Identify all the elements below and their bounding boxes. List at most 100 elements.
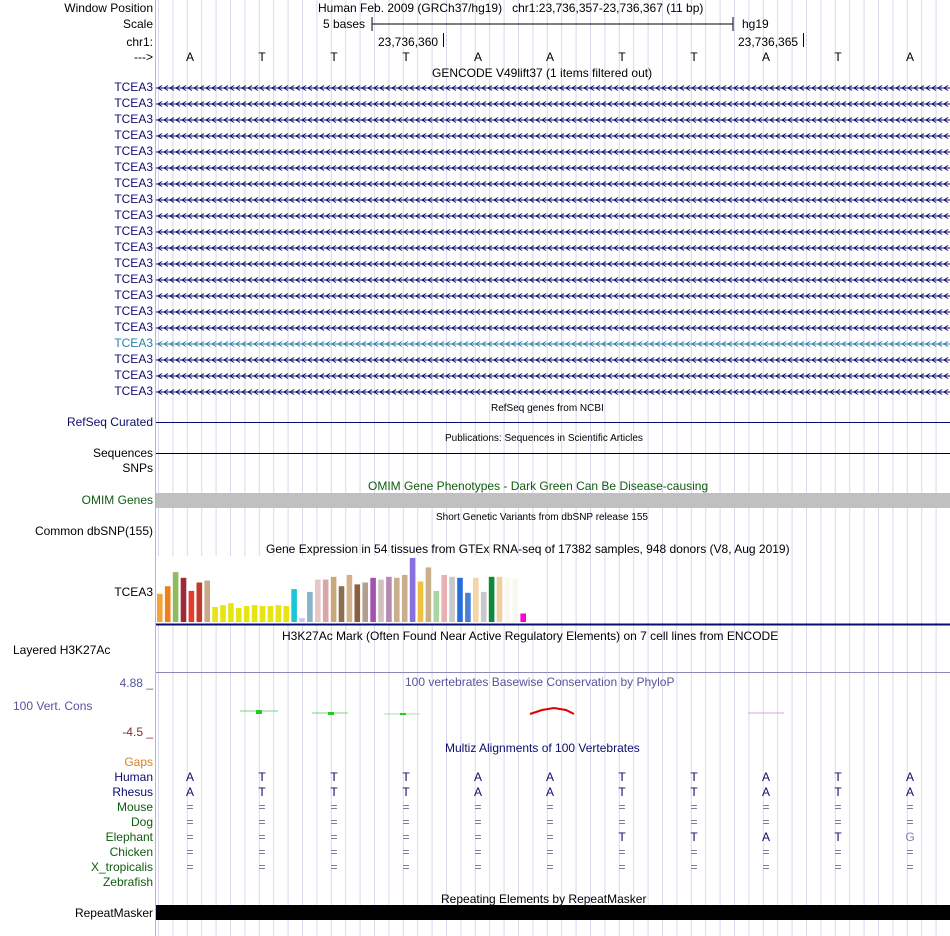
phylop-signal[interactable] — [156, 700, 950, 722]
gtex-bar[interactable] — [441, 574, 447, 622]
gtex-bar[interactable] — [480, 591, 487, 622]
publications-track-line[interactable] — [156, 453, 950, 454]
gtex-bar[interactable] — [220, 605, 226, 622]
snps-label[interactable]: SNPs — [122, 461, 153, 475]
gencode-gene-label[interactable]: TCEA3 — [114, 304, 153, 318]
gtex-bar[interactable] — [433, 590, 440, 622]
omim-band[interactable] — [156, 493, 950, 508]
gencode-gene-label[interactable]: TCEA3 — [114, 112, 153, 126]
gencode-gene-tracks[interactable] — [156, 80, 950, 400]
gtex-bar[interactable] — [196, 582, 203, 623]
species-label[interactable]: Elephant — [105, 830, 153, 844]
gtex-bar[interactable] — [354, 584, 361, 622]
refseq-track-line[interactable] — [156, 422, 950, 423]
dbsnp-label[interactable]: Common dbSNP(155) — [34, 524, 153, 538]
gtex-bar[interactable] — [512, 578, 519, 622]
gtex-bar[interactable] — [180, 577, 187, 622]
gtex-gene-label[interactable]: TCEA3 — [114, 585, 153, 599]
gencode-gene-label[interactable]: TCEA3 — [114, 336, 153, 350]
gtex-bar[interactable] — [378, 579, 384, 622]
gtex-bar-chart[interactable] — [156, 556, 950, 626]
gencode-gene-label[interactable]: TCEA3 — [114, 320, 153, 334]
repeatmasker-label[interactable]: RepeatMasker — [74, 906, 153, 920]
gencode-gene-label[interactable]: TCEA3 — [114, 208, 153, 222]
gtex-bar[interactable] — [409, 558, 416, 622]
gtex-bar[interactable] — [394, 577, 400, 622]
gtex-bar[interactable] — [259, 606, 266, 622]
gencode-gene-label[interactable]: TCEA3 — [114, 96, 153, 110]
gtex-bar[interactable] — [283, 606, 289, 622]
gtex-bar[interactable] — [473, 577, 479, 622]
gtex-bar[interactable] — [520, 613, 526, 623]
gtex-bar[interactable] — [299, 618, 305, 622]
gtex-bar[interactable] — [157, 593, 163, 622]
alignment-base: = — [762, 860, 770, 874]
gtex-bar[interactable] — [188, 590, 195, 622]
gtex-bar[interactable] — [307, 591, 313, 622]
gtex-bar[interactable] — [346, 574, 353, 622]
gtex-bar[interactable] — [172, 572, 179, 622]
species-label[interactable]: Human — [114, 770, 153, 784]
species-label[interactable]: Rhesus — [112, 785, 153, 799]
gencode-gene-label[interactable]: TCEA3 — [114, 176, 153, 190]
gencode-gene-label[interactable]: TCEA3 — [114, 272, 153, 286]
gtex-bar[interactable] — [504, 577, 511, 622]
base-letter: A — [473, 50, 482, 64]
gtex-bar[interactable] — [204, 580, 210, 622]
gencode-gene-label[interactable]: TCEA3 — [114, 384, 153, 398]
gtex-bar[interactable] — [338, 586, 345, 622]
gtex-bar[interactable] — [465, 592, 471, 622]
alignment-base: = — [474, 800, 482, 814]
gencode-gene-label[interactable]: TCEA3 — [114, 80, 153, 94]
gtex-bar[interactable] — [251, 605, 258, 622]
gtex-bar[interactable] — [322, 579, 329, 622]
gtex-bar[interactable] — [236, 607, 242, 622]
species-label[interactable]: Mouse — [116, 800, 153, 814]
gtex-bar[interactable] — [243, 606, 250, 622]
base-letter: A — [905, 50, 914, 64]
gtex-bar[interactable] — [164, 586, 171, 622]
gtex-bar[interactable] — [362, 582, 368, 623]
species-label[interactable]: X_tropicalis — [90, 860, 153, 874]
gencode-gene-label[interactable]: TCEA3 — [114, 368, 153, 382]
alignment-base: = — [402, 845, 410, 859]
gtex-bar[interactable] — [315, 579, 321, 622]
alignment-base: = — [546, 830, 554, 844]
species-label[interactable]: Chicken — [109, 845, 153, 859]
gencode-gene-label[interactable]: TCEA3 — [114, 352, 153, 366]
gtex-bar[interactable] — [488, 576, 495, 622]
gtex-bar[interactable] — [417, 581, 424, 623]
gencode-gene-label[interactable]: TCEA3 — [114, 288, 153, 302]
h3k27ac-label[interactable]: Layered H3K27Ac — [13, 643, 111, 657]
sequences-label[interactable]: Sequences — [92, 446, 153, 460]
gtex-bar[interactable] — [425, 567, 432, 622]
base-letter: T — [690, 50, 698, 64]
species-label[interactable]: Dog — [130, 815, 153, 829]
scale-label: Scale — [122, 17, 153, 31]
alignment-base: A — [473, 785, 482, 799]
gencode-gene-label[interactable]: TCEA3 — [114, 192, 153, 206]
gencode-gene-label[interactable]: TCEA3 — [114, 144, 153, 158]
repeatmasker-band[interactable] — [156, 905, 950, 920]
gtex-bar[interactable] — [330, 576, 337, 622]
gtex-bar[interactable] — [370, 577, 376, 622]
gencode-gene-label[interactable]: TCEA3 — [114, 240, 153, 254]
gencode-gene-label[interactable]: TCEA3 — [114, 160, 153, 174]
gtex-bar[interactable] — [457, 577, 463, 622]
omim-label[interactable]: OMIM Genes — [81, 493, 153, 507]
gtex-bar[interactable] — [212, 606, 218, 622]
gtex-bar[interactable] — [275, 605, 282, 622]
gtex-bar[interactable] — [267, 606, 274, 622]
refseq-label[interactable]: RefSeq Curated — [66, 415, 153, 429]
gtex-bar[interactable] — [228, 603, 234, 622]
gtex-bar[interactable] — [291, 589, 297, 622]
gtex-bar[interactable] — [386, 576, 392, 622]
phylop-label[interactable]: 100 Vert. Cons — [13, 699, 93, 713]
gtex-bar[interactable] — [401, 574, 408, 622]
gencode-gene-label[interactable]: TCEA3 — [114, 128, 153, 142]
gtex-bar[interactable] — [496, 576, 503, 622]
gtex-bar[interactable] — [449, 576, 455, 622]
gencode-gene-label[interactable]: TCEA3 — [114, 224, 153, 238]
species-label[interactable]: Zebrafish — [102, 875, 153, 889]
gencode-gene-label[interactable]: TCEA3 — [114, 256, 153, 270]
